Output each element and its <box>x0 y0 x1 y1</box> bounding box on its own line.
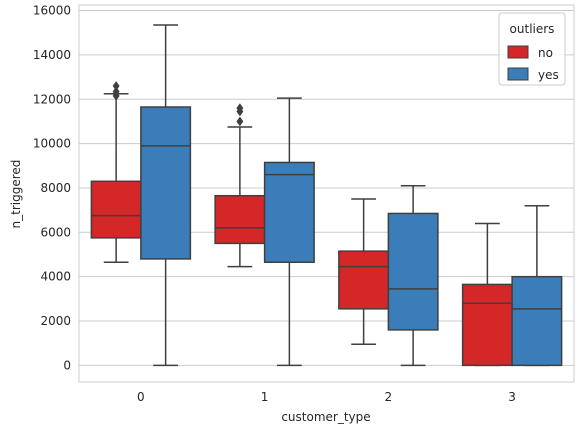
y-tick-label-0: 0 <box>63 358 71 372</box>
y-axis-label: n_triggered <box>9 160 23 229</box>
box-body <box>338 250 390 310</box>
box-no-3 <box>461 222 513 367</box>
x-tick-label-2: 2 <box>385 390 393 404</box>
legend-frame <box>498 12 566 86</box>
outlier-point-0 <box>236 116 244 127</box>
plot-area-frame <box>78 4 575 383</box>
x-tick-label-3: 3 <box>508 390 516 404</box>
y-tick-labels: 0 2000 4000 6000 8000 10000 12000 14000 16000 <box>33 4 71 373</box>
y-tick-label-14000: 14000 <box>33 48 71 62</box>
box-body <box>387 212 439 331</box>
y-tick-label-8000: 8000 <box>40 181 71 195</box>
box-body <box>511 275 563 367</box>
x-tick-labels: 0 1 2 3 <box>137 390 516 404</box>
box-body <box>214 194 266 245</box>
outlier-point-2 <box>112 81 120 91</box>
legend-title: outliers <box>510 22 555 36</box>
x-axis-label: customer_type <box>281 410 370 424</box>
x-tick-label-0: 0 <box>137 390 145 404</box>
box-body <box>140 106 192 260</box>
outlier-point-1 <box>112 86 120 97</box>
legend-label-yes: yes <box>538 68 559 82</box>
y-tick-label-2000: 2000 <box>40 314 71 328</box>
outlier-point-2 <box>236 103 244 114</box>
y-tick-label-6000: 6000 <box>40 225 71 239</box>
legend-items: no yes <box>507 45 559 82</box>
box-no-2 <box>338 198 390 346</box>
y-tick-label-10000: 10000 <box>33 137 71 151</box>
legend-swatch-yes <box>507 67 529 81</box>
legend-swatch-no <box>507 45 529 59</box>
boxes <box>90 24 563 367</box>
box-no-0 <box>90 81 142 263</box>
box-yes-2 <box>387 184 439 367</box>
legend: outliers no yes <box>498 12 566 86</box>
box-yes-0 <box>140 24 192 367</box>
box-body <box>263 161 315 263</box>
box-body <box>90 180 142 239</box>
box-yes-3 <box>511 204 563 367</box>
x-tick-label-1: 1 <box>261 390 269 404</box>
box-body <box>461 283 513 367</box>
y-tick-label-16000: 16000 <box>33 4 71 18</box>
y-tick-label-4000: 4000 <box>40 270 71 284</box>
box-yes-1 <box>263 97 315 367</box>
legend-label-no: no <box>538 46 553 60</box>
box-no-1 <box>214 103 266 268</box>
y-tick-label-12000: 12000 <box>33 92 71 106</box>
